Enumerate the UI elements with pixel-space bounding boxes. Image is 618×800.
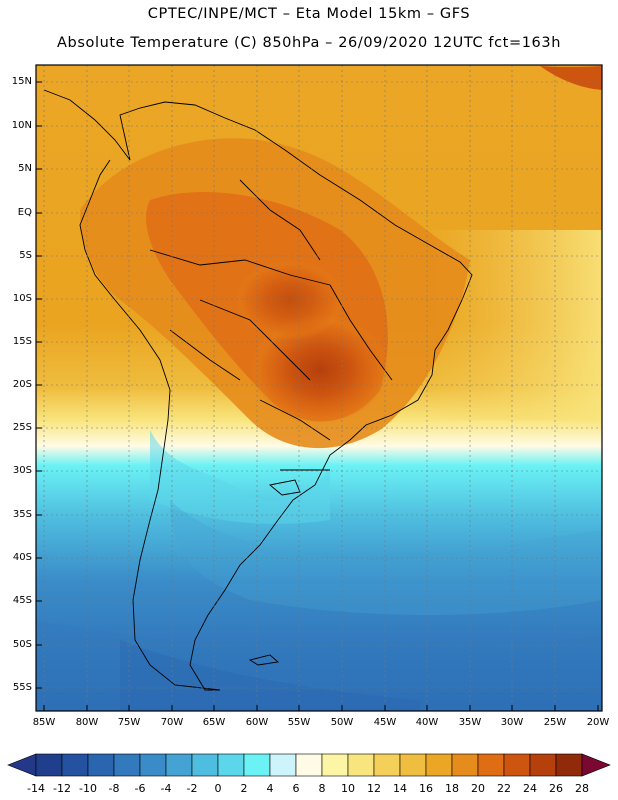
colorbar-swatch	[399, 753, 427, 777]
lat-label: EQ	[17, 207, 32, 218]
lon-label: 60W	[245, 717, 269, 728]
colorbar-swatch	[191, 753, 219, 777]
colorbar-label: 2	[240, 782, 248, 795]
lat-label: 10N	[11, 120, 32, 131]
colorbar-swatch	[503, 753, 531, 777]
colorbar-swatch	[139, 753, 167, 777]
lon-label: 85W	[32, 717, 56, 728]
colorbar-swatch	[347, 753, 375, 777]
colorbar-swatch	[87, 753, 115, 777]
lat-label: 20S	[12, 379, 32, 390]
colorbar-label: 10	[341, 782, 355, 795]
colorbar-swatch	[165, 753, 193, 777]
lat-label: 45S	[12, 595, 32, 606]
colorbar-label: -6	[134, 782, 146, 795]
colorbar-label: 22	[497, 782, 511, 795]
colorbar-swatch	[451, 753, 479, 777]
lat-label: 35S	[12, 509, 32, 520]
colorbar-label: 4	[266, 782, 274, 795]
lat-label: 50S	[12, 639, 32, 650]
lon-label: 40W	[415, 717, 439, 728]
colorbar-swatch	[217, 753, 245, 777]
lon-label: 50W	[330, 717, 354, 728]
lon-label: 45W	[373, 717, 397, 728]
lat-label: 5S	[19, 250, 32, 261]
lat-label: 10S	[12, 293, 32, 304]
lat-label: 15N	[11, 76, 32, 87]
colorbar-label: 24	[523, 782, 537, 795]
colorbar-label: 14	[393, 782, 407, 795]
lat-label: 30S	[12, 465, 32, 476]
colorbar-label: 16	[419, 782, 433, 795]
colorbar-label: 18	[445, 782, 459, 795]
lon-label: 75W	[117, 717, 141, 728]
colorbar-swatch	[113, 753, 141, 777]
colorbar-swatch	[555, 753, 583, 777]
lat-label: 40S	[12, 552, 32, 563]
temperature-field	[36, 65, 602, 711]
title-line-1: CPTEC/INPE/MCT – Eta Model 15km – GFS	[147, 6, 471, 22]
lon-label: 65W	[202, 717, 226, 728]
lat-label: 25S	[12, 422, 32, 433]
colorbar	[7, 753, 611, 777]
colorbar-label: 6	[292, 782, 300, 795]
lat-label: 5N	[18, 163, 32, 174]
colorbar-label: -10	[79, 782, 97, 795]
lon-label: 35W	[458, 717, 482, 728]
lon-label: 80W	[75, 717, 99, 728]
map-frame	[35, 64, 603, 712]
colorbar-over-triangle	[581, 753, 611, 777]
lat-label: 15S	[12, 336, 32, 347]
coastline	[43, 89, 473, 691]
colorbar-swatch	[35, 753, 63, 777]
colorbar-label: 8	[318, 782, 326, 795]
colorbar-label: -2	[186, 782, 198, 795]
lon-label: 55W	[287, 717, 311, 728]
colorbar-label: -8	[108, 782, 120, 795]
title-line-2: Absolute Temperature (C) 850hPa – 26/09/…	[57, 35, 561, 51]
colorbar-label: 12	[367, 782, 381, 795]
colorbar-label: -4	[160, 782, 172, 795]
colorbar-swatch	[321, 753, 349, 777]
lat-label: 55S	[12, 682, 32, 693]
colorbar-label: 28	[575, 782, 589, 795]
colorbar-label: -12	[53, 782, 71, 795]
axis-ticks	[36, 81, 599, 711]
colorbar-label: -14	[27, 782, 45, 795]
colorbar-swatch	[529, 753, 557, 777]
colorbar-swatch	[295, 753, 323, 777]
colorbar-label: 26	[549, 782, 563, 795]
colorbar-label: 0	[214, 782, 222, 795]
colorbar-label: 20	[471, 782, 485, 795]
lon-label: 70W	[160, 717, 184, 728]
colorbar-swatch	[61, 753, 89, 777]
graticule	[36, 65, 602, 711]
colorbar-swatch	[373, 753, 401, 777]
colorbar-swatch	[243, 753, 271, 777]
lon-label: 30W	[500, 717, 524, 728]
colorbar-swatch	[269, 753, 297, 777]
colorbar-under-triangle	[7, 753, 37, 777]
colorbar-swatch	[425, 753, 453, 777]
colorbar-swatch	[477, 753, 505, 777]
lon-label: 25W	[543, 717, 567, 728]
lon-label: 20W	[586, 717, 610, 728]
